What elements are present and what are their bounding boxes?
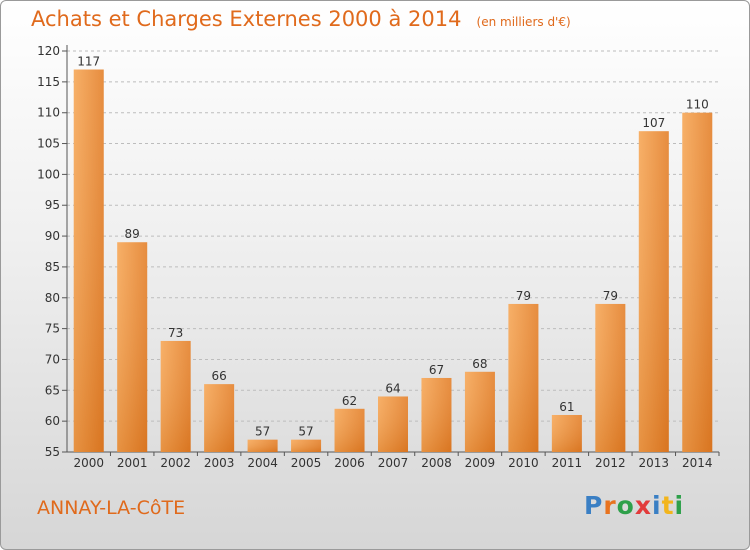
y-tick-label: 90 [45,229,60,243]
y-tick-label: 110 [37,106,60,120]
y-tick-label: 65 [45,383,60,397]
chart-subtitle: (en milliers d'€) [476,15,571,29]
bar-shade [682,112,713,452]
bar-shade [291,439,322,452]
x-tick-label: 2001 [117,456,148,470]
value-label: 57 [298,425,313,439]
x-tick-label: 2008 [421,456,452,470]
x-tick-label: 2013 [639,456,670,470]
logo-letter: t [661,491,675,520]
y-tick-label: 60 [45,414,60,428]
y-tick-label: 115 [37,75,60,89]
commune-name: ANNAY-LA-CôTE [37,497,186,519]
value-label: 117 [77,55,100,69]
value-label: 107 [642,116,665,130]
value-label: 79 [603,289,618,303]
value-label: 89 [125,227,140,241]
logo-letter: o [616,491,635,520]
logo-letter: i [674,491,685,520]
logo-letter: P [584,491,604,520]
x-tick-label: 2000 [73,456,104,470]
value-label: 66 [211,369,226,383]
value-label: 73 [168,326,183,340]
bar-shade [551,414,582,452]
y-tick-label: 105 [37,137,60,151]
x-tick-label: 2006 [334,456,365,470]
value-label: 67 [429,363,444,377]
logo-letter: r [603,491,617,520]
bar-shade [508,303,539,452]
x-tick-label: 2004 [247,456,278,470]
value-label: 110 [686,98,709,112]
value-label: 62 [342,394,357,408]
value-label: 79 [516,289,531,303]
x-tick-label: 2005 [291,456,322,470]
x-tick-label: 2014 [682,456,713,470]
bar-shade [334,408,365,452]
chart-title: Achats et Charges Externes 2000 à 2014 [31,7,462,31]
x-tick-label: 2003 [204,456,235,470]
bar-shade [595,303,626,452]
bar-shade [117,242,148,452]
bar-shade [204,384,235,452]
y-tick-label: 55 [45,445,60,459]
x-tick-label: 2012 [595,456,626,470]
bar-shade [378,396,408,452]
y-tick-label: 70 [45,352,60,366]
value-label: 57 [255,425,270,439]
x-tick-label: 2011 [552,456,583,470]
bar-shade [464,371,495,452]
bar-shade [421,377,452,452]
bar-layer [73,69,713,452]
y-tick-label: 85 [45,260,60,274]
bar-shade [638,131,669,452]
bar-shade [73,69,104,452]
label-layer: 117 89 73 66 57 57 62 64 67 68 79 61 79 107 110 [77,55,708,439]
bar-shade [160,340,191,452]
value-label: 61 [559,400,574,414]
bar-shade [247,439,278,452]
value-label: 68 [472,357,487,371]
y-tick-label: 120 [37,44,60,58]
logo-letter: i [652,491,662,520]
x-tick-label: 2002 [160,456,191,470]
x-tick-label: 2009 [465,456,496,470]
y-tick-label: 80 [45,291,60,305]
proxiti-logo[interactable]: Proxiti [584,491,684,520]
axis-layer: 55 60 65 70 75 80 85 90 95 100 105 110 115 120 2000 200… [37,44,720,470]
title-row: Achats et Charges Externes 2000 à 2014 (… [31,7,571,31]
y-tick-label: 95 [45,198,60,212]
x-tick-label: 2007 [378,456,409,470]
y-tick-label: 100 [37,167,60,181]
logo-letter: x [634,491,652,520]
x-tick-label: 2010 [508,456,539,470]
y-tick-label: 75 [45,322,60,336]
value-label: 64 [385,381,400,395]
